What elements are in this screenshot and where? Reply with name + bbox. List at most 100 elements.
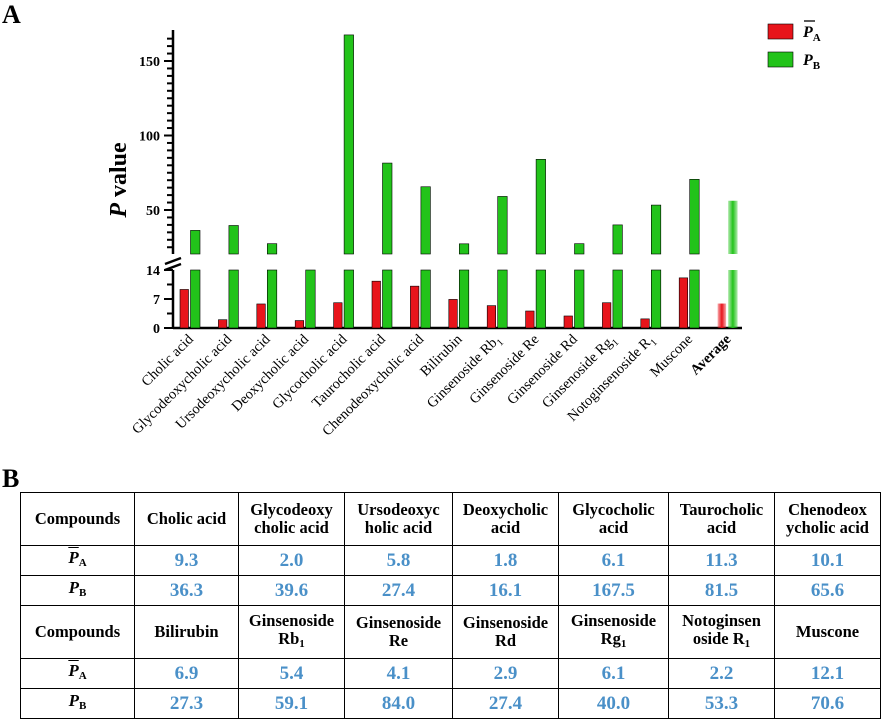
bar-pb-upper — [497, 196, 508, 255]
x-tick-label: Average — [687, 331, 734, 378]
bar-pb-lower — [228, 269, 239, 329]
pa-value: 4.1 — [344, 658, 453, 689]
bar-pb-lower — [266, 269, 278, 329]
row-label-pa: PA — [20, 545, 135, 576]
bar-pb-upper — [458, 243, 470, 255]
y-tick-label: 7 — [153, 293, 160, 308]
bar-pa — [717, 303, 727, 328]
table-row-pb: PB 36.3 39.6 27.4 16.1 167.5 81.5 65.6 — [20, 575, 881, 606]
pb-value: 53.3 — [668, 688, 775, 719]
bar-pa — [640, 318, 650, 329]
pa-value: 5.8 — [344, 545, 453, 576]
compounds-header: Compounds — [20, 492, 135, 546]
bar-pb-upper — [728, 200, 738, 254]
bar-pa — [371, 280, 381, 329]
bar-pb-lower — [728, 270, 738, 328]
legend-swatch-pa — [767, 23, 794, 40]
compound-name: Ginsenoside Rb1 — [238, 605, 345, 659]
bar-pb-lower — [343, 269, 354, 329]
bar-pb-lower — [190, 269, 201, 329]
compound-name: Bilirubin — [134, 605, 239, 659]
bar-pa — [179, 289, 189, 329]
pb-value: 27.3 — [134, 688, 239, 719]
bars — [179, 34, 738, 329]
bar-pb-lower — [535, 269, 546, 329]
y-tick-label: 14 — [146, 264, 160, 279]
y-axis-label: P value — [106, 142, 132, 219]
pb-value: 167.5 — [558, 575, 669, 606]
y-tick-label: 100 — [139, 130, 160, 145]
pb-value: 65.6 — [774, 575, 881, 606]
bar-pa — [525, 310, 535, 329]
bar-pa — [256, 303, 266, 329]
pb-value: 40.0 — [558, 688, 669, 719]
table-row-pa: PA 6.9 5.4 4.1 2.9 6.1 2.2 12.1 — [20, 658, 881, 689]
pa-value: 11.3 — [668, 545, 775, 576]
pb-value: 84.0 — [344, 688, 453, 719]
row-label-pb: PB — [20, 575, 135, 606]
compound-name: Notoginsen oside R1 — [668, 605, 775, 659]
bar-chart: 50 100 150 0 7 14 Cholic acidGlycodeoxycholic… — [106, 20, 821, 439]
pa-value: 6.9 — [134, 658, 239, 689]
compound-name: Taurocholic acid — [668, 492, 775, 546]
bar-pb-lower — [612, 269, 623, 329]
pa-value: 9.3 — [134, 545, 239, 576]
bar-pb-upper — [382, 162, 393, 255]
pb-value: 27.4 — [452, 688, 559, 719]
bar-pb-upper — [266, 243, 278, 255]
table-row-pb: PB 27.3 59.1 84.0 27.4 40.0 53.3 70.6 — [20, 688, 881, 719]
legend: PA PB — [767, 20, 821, 72]
pa-value: 10.1 — [774, 545, 881, 576]
compound-name: Muscone — [774, 605, 881, 659]
bar-pb-upper — [535, 159, 546, 255]
axis-break-mark — [164, 256, 182, 266]
pa-value: 5.4 — [238, 658, 345, 689]
y-tick-label: 50 — [146, 204, 160, 219]
compound-name: Chenodeox ycholic acid — [774, 492, 881, 546]
bar-pb-lower — [497, 269, 508, 329]
pb-value: 36.3 — [134, 575, 239, 606]
row-label-pa: PA — [20, 658, 135, 689]
bar-pa — [486, 305, 497, 329]
bar-pb-upper — [228, 225, 239, 255]
pb-value: 70.6 — [774, 688, 881, 719]
bar-pb-lower — [574, 269, 585, 329]
compounds-header: Compounds — [20, 605, 135, 659]
pa-value: 6.1 — [558, 658, 669, 689]
panel-label-b: B — [2, 464, 20, 493]
compound-name: Glycocholic acid — [558, 492, 669, 546]
legend-swatch-pb — [767, 51, 794, 68]
bar-pb-lower — [305, 269, 316, 329]
pa-value: 2.9 — [452, 658, 559, 689]
pb-value: 81.5 — [668, 575, 775, 606]
x-tick-label: Muscone — [647, 332, 696, 381]
table-row-compounds: Compounds Cholic acid Glycodeoxy cholic aci… — [20, 492, 881, 546]
data-table: Compounds Cholic acid Glycodeoxy cholic aci… — [20, 492, 881, 719]
bar-pb-upper — [612, 224, 623, 255]
row-label-pb: PB — [20, 688, 135, 719]
bar-pb-upper — [420, 186, 431, 255]
bar-pb-lower — [650, 269, 662, 329]
bar-pa — [218, 319, 228, 329]
bar-pb-upper — [650, 204, 662, 255]
pb-value: 16.1 — [452, 575, 559, 606]
compound-name: Ginsenoside Rd — [452, 605, 559, 659]
legend-label-pa: PA — [802, 24, 821, 44]
pb-value: 59.1 — [238, 688, 345, 719]
bar-pa — [602, 302, 612, 329]
bar-pb-lower — [458, 269, 470, 329]
bar-pa — [678, 277, 689, 329]
pa-value: 12.1 — [774, 658, 881, 689]
pa-value: 1.8 — [452, 545, 559, 576]
bar-pa — [294, 320, 305, 329]
bar-pb-lower — [382, 269, 393, 329]
bar-pa — [333, 302, 343, 329]
table-row-compounds: Compounds Bilirubin Ginsenoside Rb1 Ginsenos… — [20, 605, 881, 659]
compound-name: Cholic acid — [134, 492, 239, 546]
compound-name: Ginsenoside Rg1 — [558, 605, 669, 659]
pb-value: 27.4 — [344, 575, 453, 606]
compound-name: Deoxycholic acid — [452, 492, 559, 546]
panel-label-a: A — [2, 0, 21, 29]
compound-name: Ursodeoxyc holic acid — [344, 492, 453, 546]
